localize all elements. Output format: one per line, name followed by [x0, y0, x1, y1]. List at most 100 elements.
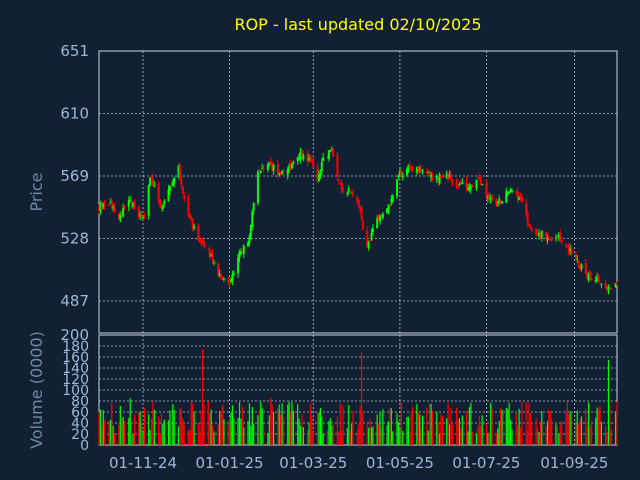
- x-tick-label: 01-07-25: [452, 454, 520, 472]
- candle-body: [319, 173, 322, 176]
- candle-body: [459, 181, 462, 183]
- candle-body: [569, 248, 572, 252]
- candle-body: [489, 197, 492, 201]
- candle-body: [367, 242, 370, 248]
- candle-body: [430, 174, 433, 179]
- candle-body: [229, 279, 232, 282]
- candle-body: [346, 192, 349, 194]
- candle-body: [400, 170, 403, 177]
- candle-body: [113, 207, 116, 212]
- candle-body: [302, 155, 305, 160]
- candle-body: [391, 195, 394, 201]
- candle-body: [330, 148, 333, 150]
- volume-y-tick-label: 180: [62, 339, 89, 355]
- candle-body: [559, 233, 562, 242]
- candle-body: [100, 202, 103, 209]
- candle-body: [137, 206, 140, 217]
- candle-body: [218, 273, 221, 277]
- candle-body: [584, 262, 587, 275]
- price-panel-frame: [98, 50, 618, 334]
- candle-body: [458, 183, 461, 186]
- candle-body: [528, 224, 531, 226]
- candle-body: [150, 176, 153, 178]
- candle-body: [208, 249, 211, 258]
- candle-body: [178, 164, 181, 178]
- candle-body: [547, 237, 550, 239]
- candle-body: [310, 159, 313, 161]
- candle-body: [147, 185, 150, 216]
- candle-body: [308, 157, 311, 161]
- candle-body: [616, 281, 618, 283]
- candle-body: [608, 286, 611, 288]
- candle-body: [159, 199, 162, 206]
- x-axis-ticks: 01-11-24 01-01-25 01-03-25 01-05-25 01-07-25…: [109, 454, 609, 472]
- candle-body: [475, 180, 478, 188]
- price-y-tick-label: 610: [60, 104, 89, 122]
- candle-body: [198, 238, 201, 243]
- candle-body: [167, 189, 170, 202]
- x-tick-label: 01-03-25: [279, 454, 347, 472]
- candle-body: [380, 214, 383, 217]
- candle-body: [471, 184, 474, 188]
- candle-body: [123, 207, 126, 209]
- candle-body: [535, 228, 538, 234]
- candle-body: [170, 185, 173, 187]
- volume-y-tick-label: 120: [62, 372, 89, 388]
- candle-body: [163, 201, 166, 204]
- candle-body: [279, 172, 282, 174]
- candle-body: [570, 248, 573, 255]
- candle-body: [286, 169, 289, 176]
- candle-body: [306, 153, 309, 163]
- volume-y-tick-label: 40: [71, 416, 89, 432]
- candle-body: [469, 184, 472, 190]
- candle-body: [173, 177, 176, 184]
- candle-body: [157, 183, 160, 201]
- candle-body: [520, 196, 523, 203]
- price-panel: 651 610 569 528 487 Price: [27, 42, 618, 334]
- candle-body: [296, 158, 299, 162]
- price-grid: [99, 51, 617, 333]
- candle-body: [200, 241, 203, 243]
- candle-body: [604, 282, 607, 288]
- candle-body: [496, 202, 499, 204]
- candle-body: [614, 283, 617, 288]
- candle-body: [317, 174, 320, 182]
- candle-body: [322, 157, 325, 162]
- candle-body: [437, 178, 440, 182]
- candle-body: [120, 212, 123, 216]
- candle-body: [539, 235, 542, 237]
- candle-body: [350, 192, 353, 194]
- candle-body: [499, 200, 502, 204]
- candle-body: [515, 191, 518, 193]
- candle-body: [405, 169, 408, 176]
- candle-body: [468, 187, 471, 190]
- candle-body: [417, 166, 420, 170]
- candle-body: [357, 199, 360, 208]
- candle-body: [291, 164, 294, 169]
- candle-body: [191, 219, 194, 229]
- candle-body: [197, 226, 200, 241]
- candle-body: [587, 273, 590, 280]
- candle-body: [488, 193, 491, 200]
- candle-body: [407, 165, 410, 171]
- candle-body: [212, 262, 215, 264]
- candle-body: [187, 196, 190, 215]
- candle-body: [238, 252, 241, 258]
- candle-body: [398, 170, 401, 176]
- candle-body: [465, 180, 468, 188]
- candle-body: [431, 176, 434, 179]
- x-tick-label: 01-09-25: [540, 454, 608, 472]
- candle-body: [342, 189, 345, 192]
- candle-body: [519, 196, 522, 199]
- candle-body: [549, 237, 552, 241]
- candle-body: [445, 173, 448, 179]
- candle-body: [506, 191, 509, 194]
- candle-body: [518, 196, 521, 201]
- candle-body: [247, 242, 250, 247]
- candle-body: [525, 203, 528, 214]
- candle-body: [249, 224, 252, 238]
- candle-body: [268, 162, 271, 166]
- candle-body: [119, 213, 122, 221]
- candle-body: [448, 174, 451, 177]
